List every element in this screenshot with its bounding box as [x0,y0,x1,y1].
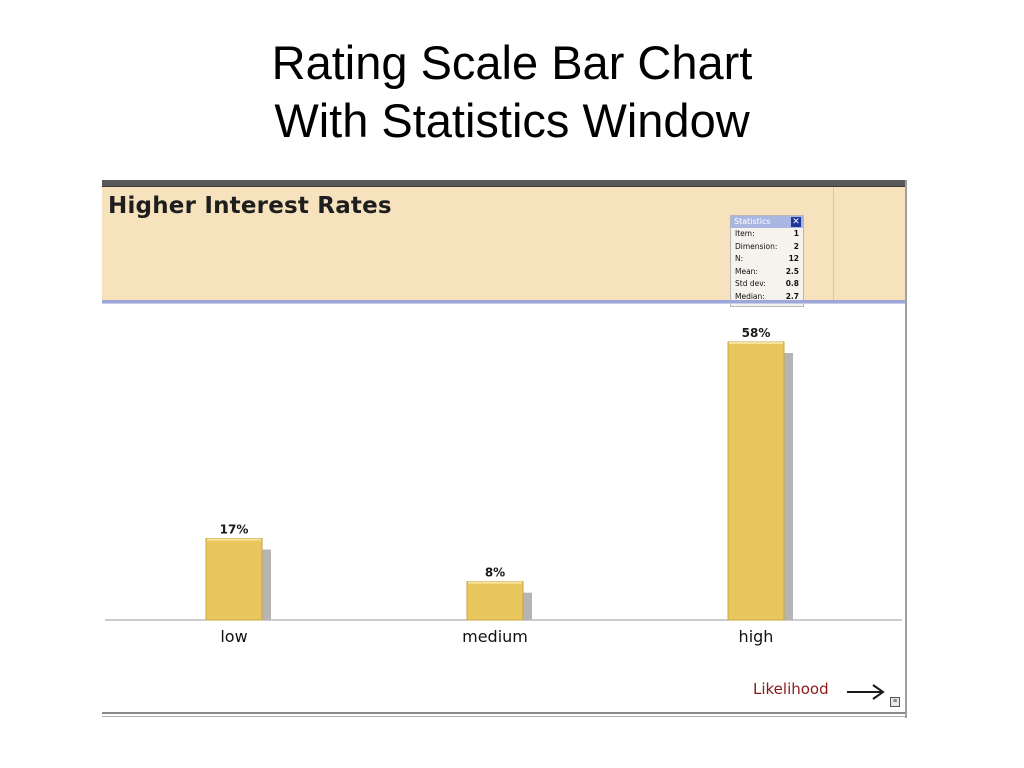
likelihood-caption: Likelihood [753,680,829,698]
statistics-row: Dimension: 2 [731,241,803,254]
statistics-row-value: 12 [788,254,799,263]
header-divider [833,187,834,300]
statistics-window[interactable]: Statistics ✕ Item: 1 Dimension: 2 N: 12 Mean: 2… [730,215,804,307]
bar-chart: 17% low 8% medium 58% high [105,326,902,646]
category-label: high [739,627,774,646]
statistics-row: N: 12 [731,253,803,266]
chart-header: Higher Interest Rates Statistics ✕ Item:… [102,187,905,307]
statistics-row-value: 2.5 [785,266,799,276]
chart-title: Higher Interest Rates [108,193,392,219]
statistics-row-label: Dimension: [735,241,778,251]
bar-medium[interactable] [466,581,524,621]
bar-value-label: 17% [220,523,249,537]
statistics-row: Mean: 2.5 [731,266,803,279]
statistics-row-label: Mean: [735,266,758,276]
statistics-row-label: N: [735,254,744,263]
statistics-row-label: Std dev: [735,279,766,288]
statistics-row-value: 1 [793,229,799,238]
arrow-right-icon [847,684,885,700]
footer-divider [102,712,905,714]
statistics-row: Median: 2.7 [731,291,803,304]
resize-grip-icon[interactable]: ≡ [890,697,900,707]
close-icon[interactable]: ✕ [791,217,801,227]
slide-title-line2: With Statistics Window [274,94,750,147]
statistics-row-label: Item: [735,229,755,238]
statistics-row: Item: 1 [731,228,803,241]
bar-value-label: 58% [742,326,771,340]
statistics-row-value: 0.8 [785,279,799,288]
category-label: medium [462,627,528,646]
statistics-title: Statistics [734,217,771,226]
app-window: Higher Interest Rates Statistics ✕ Item:… [102,180,907,718]
bar-value-label: 8% [485,566,505,580]
menu-bar[interactable] [102,180,905,187]
bar-high[interactable] [727,341,785,621]
statistics-row-value: 2 [793,241,799,251]
header-border [102,300,905,304]
statistics-row: Std dev: 0.8 [731,278,803,291]
statistics-rows: Item: 1 Dimension: 2 N: 12 Mean: 2.5 Std dev: 0.8… [731,228,803,303]
slide-title: Rating Scale Bar Chart With Statistics W… [0,34,1024,150]
statistics-titlebar[interactable]: Statistics ✕ [731,216,803,228]
category-label: low [220,627,247,646]
footer-divider-secondary [102,716,905,717]
slide-title-line1: Rating Scale Bar Chart [271,36,753,89]
bar-low[interactable] [205,538,263,621]
statistics-row-label: Median: [735,291,765,301]
statistics-row-value: 2.7 [785,291,799,301]
